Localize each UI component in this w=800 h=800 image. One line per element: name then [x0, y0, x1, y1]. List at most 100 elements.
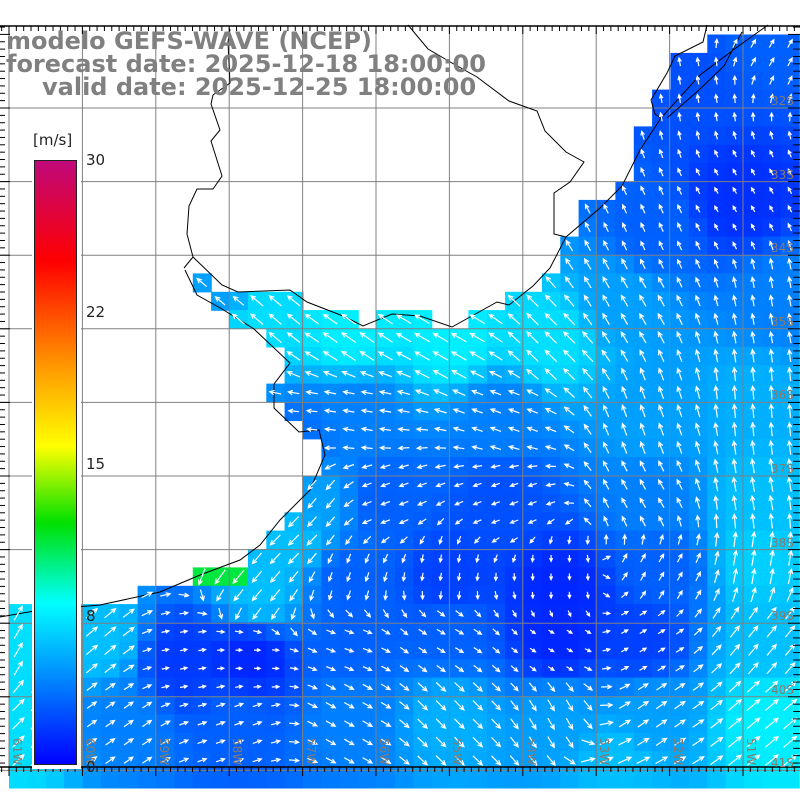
- wind-arrow: [491, 755, 502, 766]
- lon-label: 51W: [744, 738, 758, 766]
- wind-arrow: [510, 736, 519, 748]
- wind-arrow: [714, 168, 719, 176]
- wind-arrow: [104, 607, 117, 619]
- wind-arrow: [178, 757, 190, 763]
- wind-arrow: [692, 682, 705, 691]
- wind-arrow: [379, 445, 392, 451]
- wind-arrow: [289, 666, 299, 671]
- wind-arrow: [493, 609, 499, 618]
- coastline-segment: [0, 269, 326, 618]
- wind-arrow: [602, 385, 610, 399]
- wind-arrow: [583, 683, 594, 691]
- wind-arrow: [621, 257, 628, 270]
- wind-arrow: [787, 75, 793, 85]
- coastline-segment: [183, 28, 231, 269]
- wind-arrow: [784, 643, 796, 656]
- wind-arrow: [327, 609, 335, 619]
- wind-arrow: [750, 403, 756, 418]
- wind-arrow: [530, 554, 535, 563]
- wind-arrow: [729, 625, 741, 638]
- wind-arrow: [252, 739, 263, 744]
- wind-arrow: [473, 628, 483, 635]
- wind-arrow: [567, 554, 572, 563]
- wind-arrow: [603, 221, 609, 233]
- wind-arrow: [728, 699, 743, 711]
- wind-arrow: [377, 313, 393, 325]
- wind-arrow: [769, 93, 775, 104]
- wind-speed-cell: [541, 769, 561, 789]
- wind-arrow: [12, 753, 25, 767]
- wind-arrow: [769, 205, 774, 213]
- wind-arrow: [766, 643, 777, 656]
- wind-speed-cell: [780, 769, 800, 789]
- wind-arrow: [507, 370, 521, 379]
- wind-arrow: [401, 590, 407, 601]
- wind-arrow: [750, 149, 756, 158]
- wind-arrow: [732, 111, 737, 122]
- wind-arrow: [420, 572, 425, 582]
- wind-arrow: [563, 294, 575, 307]
- wind-arrow: [509, 482, 519, 488]
- wind-arrow: [491, 718, 502, 730]
- wind-arrow: [695, 294, 701, 307]
- wind-arrow: [417, 682, 428, 692]
- wind-arrow: [215, 739, 226, 744]
- wind-arrow: [580, 757, 596, 763]
- wind-arrow: [584, 239, 592, 251]
- wind-arrow: [731, 439, 738, 455]
- wind-arrow: [639, 590, 647, 599]
- lon-label: 59W: [156, 738, 171, 766]
- wind-arrow: [602, 611, 612, 616]
- wind-arrow: [414, 351, 430, 361]
- wind-arrow: [711, 625, 722, 637]
- lon-label: 57W: [303, 738, 318, 766]
- wind-arrow: [395, 314, 412, 325]
- wind-arrow: [639, 404, 646, 418]
- wind-arrow: [435, 500, 446, 506]
- wind-arrow: [141, 756, 153, 764]
- wind-arrow: [787, 93, 793, 104]
- wind-arrow: [657, 609, 666, 617]
- wind-arrow: [639, 385, 646, 399]
- wind-arrow: [456, 591, 462, 601]
- lon-label: 55W: [450, 738, 465, 766]
- wind-arrow: [270, 721, 282, 726]
- wind-arrow: [547, 717, 555, 731]
- wind-arrow: [562, 331, 576, 344]
- wind-arrow: [768, 56, 775, 67]
- wind-arrow: [676, 367, 683, 381]
- wind-arrow: [694, 422, 701, 436]
- wind-arrow: [160, 592, 172, 598]
- wind-arrow: [584, 629, 592, 635]
- wind-arrow: [342, 389, 355, 396]
- wind-arrow: [216, 647, 226, 653]
- wind-arrow: [530, 591, 535, 600]
- coastline-segment: [666, 31, 743, 119]
- wind-arrow: [637, 719, 650, 728]
- wind-arrow: [361, 519, 372, 525]
- wind-arrow: [325, 683, 337, 690]
- wind-arrow: [415, 445, 428, 451]
- lon-label: 61W: [10, 738, 24, 766]
- wind-arrow: [360, 389, 373, 396]
- wind-arrow: [547, 666, 556, 672]
- wind-arrow: [729, 643, 741, 656]
- wind-arrow: [254, 666, 262, 671]
- wind-arrow: [231, 313, 245, 325]
- wind-arrow: [677, 167, 682, 177]
- wind-arrow: [307, 757, 319, 764]
- wind-arrow: [546, 755, 556, 767]
- wind-arrow: [510, 665, 519, 673]
- wind-arrow: [454, 682, 465, 693]
- wind-arrow: [345, 535, 353, 546]
- wind-arrow: [695, 240, 701, 250]
- wind-arrow: [714, 56, 719, 67]
- wind-arrow: [344, 757, 355, 764]
- wind-arrow: [526, 463, 538, 469]
- wind-arrow: [432, 351, 449, 361]
- wind-arrow: [361, 464, 373, 469]
- wind-arrow: [161, 684, 171, 689]
- wind-arrow: [197, 739, 208, 744]
- wind-arrow: [545, 276, 557, 289]
